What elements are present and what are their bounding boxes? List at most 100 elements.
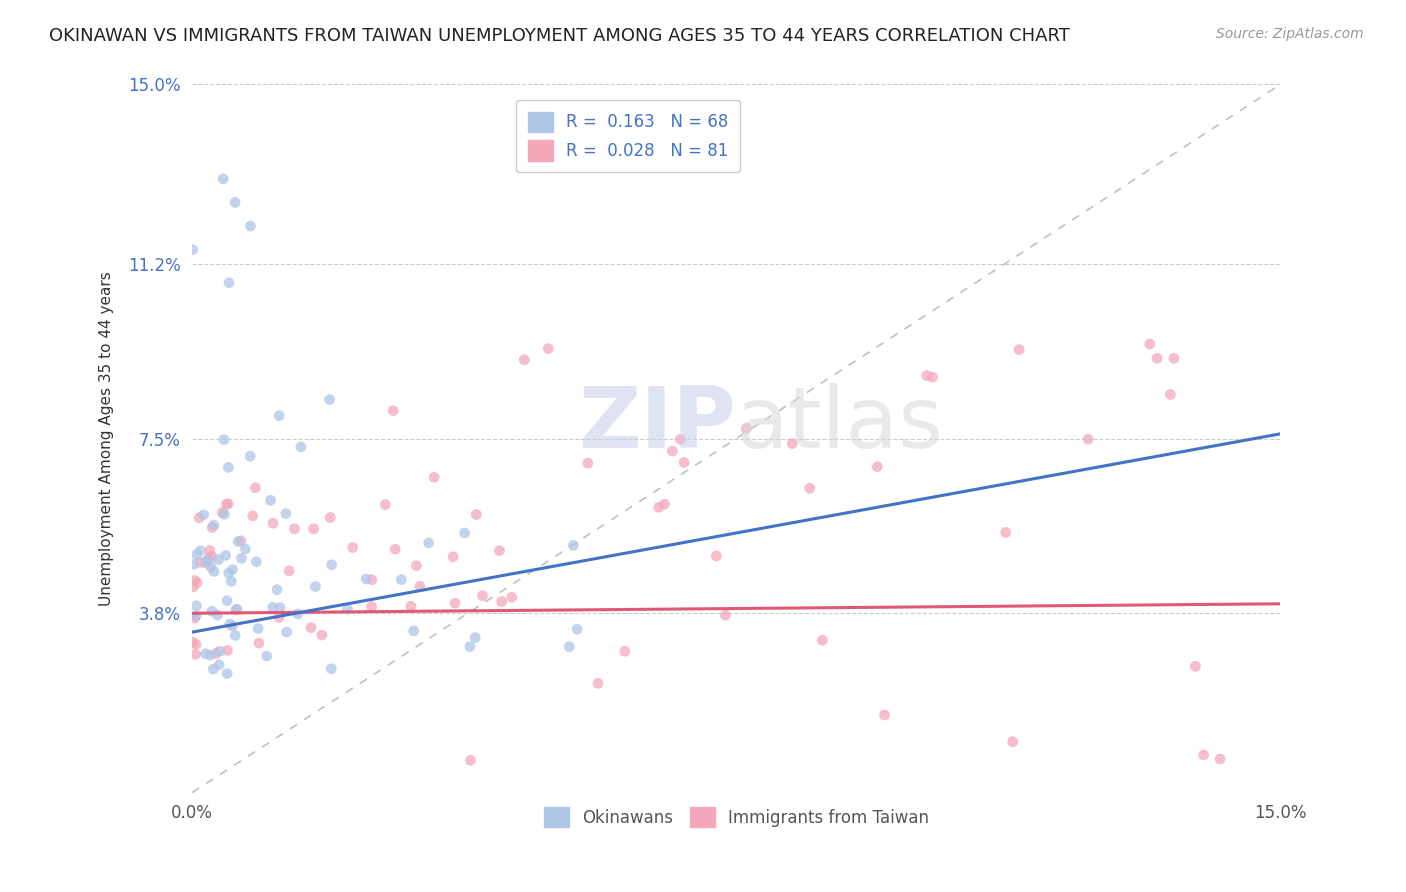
Point bbox=[558, 640, 581, 654]
Point bbox=[586, 676, 609, 690]
Point bbox=[276, 625, 298, 640]
Point bbox=[184, 648, 207, 662]
Point bbox=[214, 549, 236, 563]
Point bbox=[186, 575, 208, 590]
Point bbox=[266, 582, 288, 597]
Point bbox=[374, 498, 396, 512]
Point bbox=[195, 556, 218, 570]
Point bbox=[201, 520, 224, 534]
Point bbox=[262, 516, 284, 531]
Point bbox=[184, 637, 207, 651]
Point bbox=[247, 636, 270, 650]
Y-axis label: Unemployment Among Ages 35 to 44 years: Unemployment Among Ages 35 to 44 years bbox=[100, 271, 114, 606]
Point bbox=[799, 481, 821, 495]
Point bbox=[384, 542, 406, 557]
Point bbox=[342, 541, 364, 555]
Point bbox=[283, 522, 305, 536]
Point bbox=[360, 599, 382, 614]
Point bbox=[464, 631, 486, 645]
Point bbox=[245, 481, 267, 495]
Point bbox=[217, 643, 239, 657]
Point bbox=[184, 608, 207, 623]
Point bbox=[193, 508, 215, 522]
Point bbox=[183, 558, 205, 572]
Point bbox=[219, 574, 242, 589]
Point bbox=[354, 572, 377, 586]
Point bbox=[208, 657, 231, 672]
Point bbox=[186, 548, 208, 562]
Point bbox=[221, 619, 243, 633]
Point bbox=[225, 603, 247, 617]
Point bbox=[259, 493, 281, 508]
Point bbox=[195, 554, 218, 568]
Legend: Okinawans, Immigrants from Taiwan: Okinawans, Immigrants from Taiwan bbox=[537, 800, 935, 834]
Point bbox=[226, 602, 249, 616]
Point bbox=[287, 607, 309, 621]
Point bbox=[921, 370, 943, 384]
Point bbox=[423, 470, 446, 484]
Point bbox=[311, 628, 333, 642]
Point bbox=[299, 621, 322, 635]
Text: ZIP: ZIP bbox=[578, 383, 737, 466]
Point bbox=[782, 436, 804, 450]
Point bbox=[1159, 387, 1181, 401]
Point bbox=[198, 543, 221, 558]
Point bbox=[215, 497, 238, 511]
Point bbox=[188, 510, 211, 524]
Point bbox=[239, 219, 262, 233]
Point bbox=[1001, 735, 1024, 749]
Point bbox=[453, 526, 475, 541]
Point bbox=[488, 543, 510, 558]
Point bbox=[245, 555, 267, 569]
Point bbox=[673, 455, 696, 469]
Point bbox=[197, 552, 219, 566]
Point bbox=[202, 662, 225, 676]
Point bbox=[190, 543, 212, 558]
Point bbox=[576, 456, 599, 470]
Point bbox=[235, 541, 257, 556]
Point bbox=[562, 538, 585, 552]
Point bbox=[205, 647, 228, 661]
Point bbox=[460, 753, 482, 767]
Point bbox=[201, 604, 224, 618]
Point bbox=[200, 560, 222, 574]
Point bbox=[714, 608, 737, 623]
Point bbox=[267, 610, 290, 624]
Point bbox=[304, 580, 326, 594]
Point bbox=[226, 534, 249, 549]
Point bbox=[915, 368, 938, 383]
Point bbox=[613, 644, 636, 658]
Point bbox=[537, 342, 560, 356]
Text: OKINAWAN VS IMMIGRANTS FROM TAIWAN UNEMPLOYMENT AMONG AGES 35 TO 44 YEARS CORREL: OKINAWAN VS IMMIGRANTS FROM TAIWAN UNEMP… bbox=[49, 27, 1070, 45]
Point bbox=[183, 611, 205, 625]
Point bbox=[402, 624, 425, 638]
Point bbox=[418, 536, 440, 550]
Point bbox=[318, 392, 340, 407]
Point bbox=[661, 444, 683, 458]
Point bbox=[513, 352, 536, 367]
Point bbox=[207, 552, 229, 566]
Point bbox=[269, 409, 291, 423]
Point bbox=[1209, 752, 1232, 766]
Point bbox=[1184, 659, 1206, 673]
Point bbox=[669, 433, 692, 447]
Point bbox=[217, 497, 239, 511]
Point bbox=[208, 644, 231, 658]
Point bbox=[567, 622, 589, 636]
Point bbox=[201, 549, 224, 564]
Point bbox=[274, 507, 297, 521]
Point bbox=[302, 522, 325, 536]
Point bbox=[269, 600, 291, 615]
Point bbox=[186, 599, 208, 613]
Point bbox=[218, 566, 240, 580]
Point bbox=[229, 533, 252, 548]
Point bbox=[184, 574, 207, 588]
Point bbox=[212, 433, 235, 447]
Point bbox=[212, 172, 235, 186]
Point bbox=[1146, 351, 1168, 366]
Point bbox=[195, 555, 218, 569]
Point bbox=[224, 628, 246, 642]
Point bbox=[200, 648, 222, 663]
Point bbox=[278, 564, 301, 578]
Point bbox=[214, 507, 236, 521]
